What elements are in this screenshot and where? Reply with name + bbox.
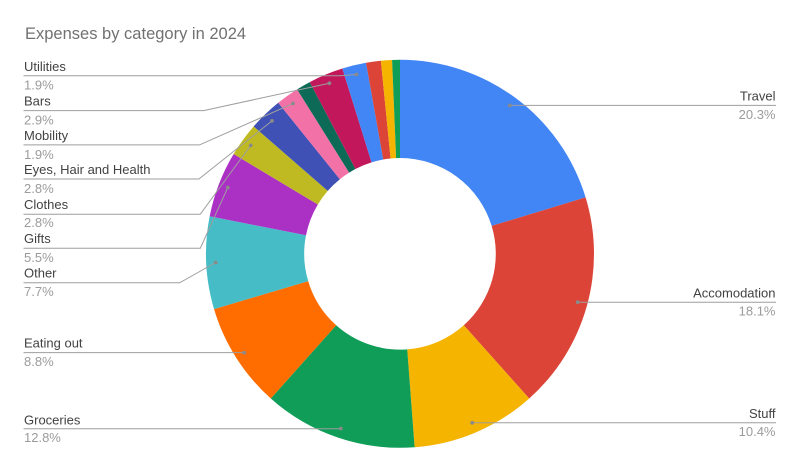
- svg-text:Bars: Bars: [24, 94, 51, 109]
- svg-text:2.9%: 2.9%: [24, 112, 54, 127]
- svg-text:Eating out: Eating out: [24, 336, 83, 351]
- svg-text:Stuff: Stuff: [749, 406, 776, 421]
- svg-text:2.8%: 2.8%: [24, 181, 54, 196]
- svg-text:Gifts: Gifts: [24, 231, 51, 246]
- svg-text:7.7%: 7.7%: [24, 284, 54, 299]
- svg-text:1.9%: 1.9%: [24, 147, 54, 162]
- svg-text:20.3%: 20.3%: [739, 107, 776, 122]
- svg-text:1.9%: 1.9%: [24, 78, 54, 93]
- svg-text:Eyes, Hair and Health: Eyes, Hair and Health: [24, 162, 150, 177]
- svg-text:5.5%: 5.5%: [24, 250, 54, 265]
- svg-text:Mobility: Mobility: [24, 128, 69, 143]
- svg-text:Travel: Travel: [740, 88, 776, 103]
- svg-text:Utilities: Utilities: [24, 59, 66, 74]
- svg-text:2.8%: 2.8%: [24, 215, 54, 230]
- svg-text:18.1%: 18.1%: [739, 304, 776, 319]
- svg-text:Other: Other: [24, 266, 57, 281]
- svg-text:Accomodation: Accomodation: [693, 285, 775, 300]
- svg-text:Expenses by category in 2024: Expenses by category in 2024: [25, 25, 246, 43]
- svg-text:8.8%: 8.8%: [24, 354, 54, 369]
- svg-text:10.4%: 10.4%: [739, 424, 776, 439]
- svg-text:12.8%: 12.8%: [24, 430, 61, 445]
- svg-text:Groceries: Groceries: [24, 413, 81, 428]
- svg-text:Clothes: Clothes: [24, 197, 69, 212]
